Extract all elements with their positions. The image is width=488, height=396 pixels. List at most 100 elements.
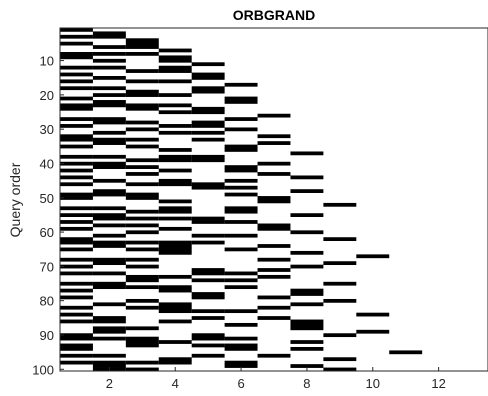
heatmap-cell bbox=[125, 343, 159, 348]
heatmap-cell bbox=[125, 165, 159, 169]
heatmap-cell bbox=[60, 271, 93, 276]
heatmap-cell bbox=[158, 305, 192, 310]
heatmap-cell bbox=[290, 326, 324, 331]
heatmap-cell bbox=[92, 244, 126, 248]
heatmap-cell bbox=[158, 178, 192, 183]
heatmap-cell bbox=[224, 271, 258, 276]
y-tick-label: 40 bbox=[40, 156, 54, 171]
heatmap-cell bbox=[158, 285, 192, 290]
heatmap-cell bbox=[125, 158, 159, 163]
heatmap-cell bbox=[224, 285, 258, 290]
x-tick-label: 12 bbox=[431, 376, 445, 391]
heatmap-cell bbox=[191, 240, 225, 245]
heatmap-cell bbox=[191, 278, 225, 283]
heatmap-cell bbox=[60, 336, 93, 341]
heatmap-cell bbox=[92, 130, 126, 135]
heatmap-cell bbox=[92, 360, 126, 365]
heatmap-cell bbox=[60, 96, 93, 101]
y-tick-label: 80 bbox=[40, 294, 54, 309]
heatmap-cell bbox=[224, 82, 258, 87]
heatmap-cell bbox=[290, 340, 324, 344]
heatmap-cell bbox=[158, 340, 192, 344]
heatmap-cell bbox=[158, 216, 192, 221]
heatmap-cell bbox=[323, 357, 357, 362]
heatmap-cell bbox=[257, 196, 291, 200]
x-tick-label: 10 bbox=[366, 376, 380, 391]
heatmap-cell bbox=[92, 206, 126, 211]
heatmap-cell bbox=[191, 316, 225, 320]
y-tick-label: 30 bbox=[40, 122, 54, 137]
heatmap-cell bbox=[389, 350, 423, 355]
heatmap-cell bbox=[125, 137, 159, 142]
heatmap-cell bbox=[158, 103, 192, 108]
heatmap-cell bbox=[125, 247, 159, 252]
heatmap-cell bbox=[158, 357, 192, 362]
heatmap-cell bbox=[125, 367, 159, 372]
heatmap-cell bbox=[92, 353, 126, 358]
heatmap-cell bbox=[125, 340, 159, 344]
heatmap-cell bbox=[290, 250, 324, 255]
heatmap-cell bbox=[60, 281, 93, 286]
y-axis-label: Query order bbox=[7, 162, 23, 237]
heatmap-cell bbox=[290, 175, 324, 180]
heatmap-cell bbox=[60, 288, 93, 293]
heatmap-cell bbox=[125, 336, 159, 341]
heatmap-cell bbox=[92, 223, 126, 228]
heatmap-cell bbox=[125, 41, 159, 46]
heatmap-cell bbox=[60, 226, 93, 231]
y-tick-label: 100 bbox=[32, 362, 54, 377]
heatmap-cell bbox=[60, 86, 93, 91]
heatmap-cell bbox=[92, 192, 126, 197]
heatmap-cell bbox=[257, 257, 291, 262]
heatmap-cell bbox=[158, 58, 192, 63]
heatmap-cell bbox=[290, 230, 324, 235]
y-tick-label: 70 bbox=[40, 259, 54, 274]
heatmap-cell bbox=[92, 257, 126, 262]
heatmap-cell bbox=[125, 230, 159, 235]
heatmap-cell bbox=[257, 113, 291, 118]
heatmap-cell bbox=[191, 353, 225, 358]
heatmap-cell bbox=[92, 233, 126, 238]
heatmap-cell bbox=[125, 45, 159, 49]
heatmap-cell bbox=[257, 199, 291, 204]
heatmap-cell bbox=[356, 329, 390, 334]
heatmap-cell bbox=[191, 62, 225, 67]
heatmap-cell bbox=[92, 319, 126, 324]
heatmap-cell bbox=[60, 247, 93, 252]
heatmap-cell bbox=[125, 305, 159, 310]
heatmap-cell bbox=[191, 154, 225, 159]
y-tick-label: 90 bbox=[40, 328, 54, 343]
heatmap-cell bbox=[191, 137, 225, 142]
heatmap-cell bbox=[60, 117, 93, 121]
heatmap-cell bbox=[224, 247, 258, 252]
heatmap-cell bbox=[191, 295, 225, 300]
heatmap-cell bbox=[125, 264, 159, 269]
heatmap-cell bbox=[92, 76, 126, 80]
heatmap-cell bbox=[290, 264, 324, 269]
heatmap-cell bbox=[224, 168, 258, 173]
heatmap-cell bbox=[158, 158, 192, 163]
heatmap-cell bbox=[290, 292, 324, 296]
heatmap-cell bbox=[125, 172, 159, 176]
heatmap-cell bbox=[60, 144, 93, 149]
heatmap-cell bbox=[224, 343, 258, 348]
heatmap-cell bbox=[191, 106, 225, 111]
heatmap-cell bbox=[92, 261, 126, 266]
heatmap-cell bbox=[158, 55, 192, 60]
heatmap-cell bbox=[224, 178, 258, 183]
heatmap-cell bbox=[125, 69, 159, 73]
heatmap-cell bbox=[158, 182, 192, 187]
heatmap-cell bbox=[356, 312, 390, 317]
heatmap-cell bbox=[60, 182, 93, 187]
heatmap-cell bbox=[60, 240, 93, 245]
heatmap-cell bbox=[125, 120, 159, 125]
heatmap-cell bbox=[60, 346, 93, 351]
heatmap-cell bbox=[323, 202, 357, 207]
heatmap-cell bbox=[323, 333, 357, 338]
heatmap-cell bbox=[92, 302, 126, 307]
heatmap-cell bbox=[356, 254, 390, 259]
heatmap-cell bbox=[191, 343, 225, 348]
heatmap-cell bbox=[60, 161, 93, 166]
heatmap-cell bbox=[125, 326, 159, 331]
heatmap-cell bbox=[191, 158, 225, 163]
